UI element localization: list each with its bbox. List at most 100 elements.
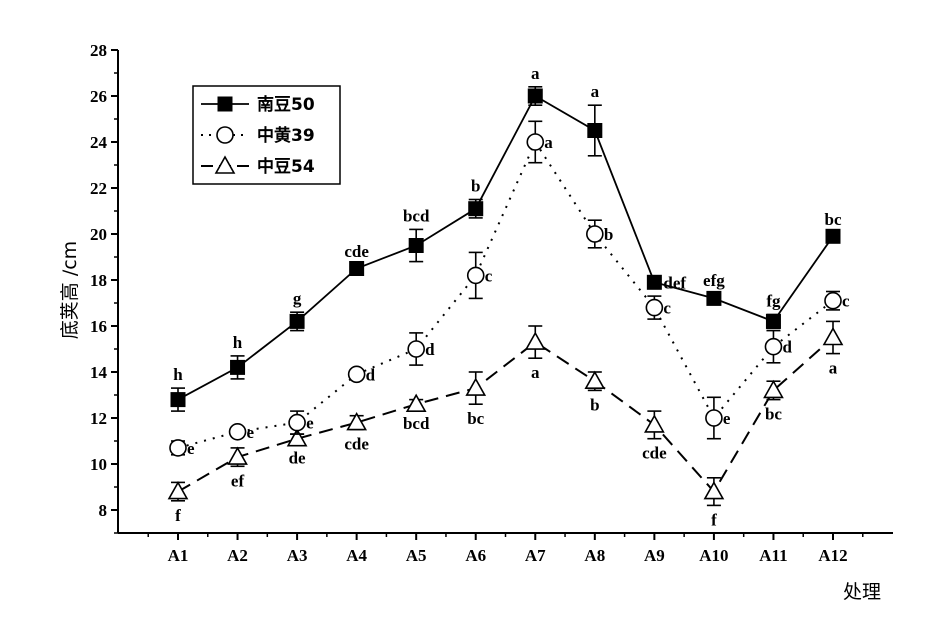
significance-label: f: [175, 506, 181, 525]
data-point: [286, 428, 308, 447]
data-point: [586, 225, 604, 243]
data-point: [466, 266, 485, 285]
x-tick-label: A10: [699, 546, 728, 565]
data-point: [228, 422, 247, 441]
data-point: [584, 370, 606, 390]
data-point: [468, 201, 484, 217]
series-line: [177, 139, 834, 449]
x-tick-label: A5: [406, 546, 427, 565]
x-tick-label: A12: [818, 546, 847, 565]
x-tick-label: A1: [168, 546, 189, 565]
significance-label: a: [829, 359, 838, 378]
y-tick-label: 18: [90, 271, 107, 290]
y-tick-label: 16: [90, 317, 107, 336]
data-point: [288, 413, 306, 432]
significance-label: d: [782, 338, 792, 357]
legend-label: 中黄39: [257, 125, 315, 146]
data-point: [527, 88, 543, 104]
data-point: [706, 290, 722, 306]
legend-marker: [214, 155, 236, 174]
data-point: [347, 365, 366, 384]
y-tick-label: 26: [90, 87, 107, 106]
y-tick-label: 12: [90, 409, 107, 428]
series-layer: [167, 86, 844, 507]
data-point: [822, 326, 844, 346]
significance-label: a: [531, 363, 540, 382]
data-point: [526, 133, 545, 151]
significance-label: c: [663, 299, 671, 318]
y-tick-label: 28: [90, 41, 107, 60]
data-point: [227, 446, 248, 465]
significance-label: ef: [231, 471, 245, 490]
data-point: [349, 261, 365, 276]
data-point: [289, 313, 305, 329]
data-point: [765, 313, 781, 329]
significance-label: b: [590, 395, 599, 414]
significance-label: e: [306, 414, 314, 433]
significance-label: c: [485, 266, 493, 285]
legend-label: 南豆50: [257, 94, 315, 115]
data-point: [825, 228, 841, 244]
y-tick-label: 14: [90, 363, 108, 382]
data-point: [764, 337, 783, 356]
x-tick-label: A8: [584, 546, 605, 565]
legend-marker: [217, 96, 233, 112]
significance-label: b: [604, 225, 613, 244]
x-tick-label: A11: [759, 546, 787, 565]
significance-label: cde: [344, 242, 369, 261]
significance-label: de: [289, 448, 306, 467]
y-tick-label: 10: [90, 455, 107, 474]
y-tick-label: 22: [90, 179, 107, 198]
significance-label: fg: [766, 292, 781, 311]
data-point: [646, 274, 662, 290]
data-point: [524, 331, 546, 350]
significance-label: a: [531, 64, 540, 83]
series-line: [177, 336, 834, 494]
x-tick-label: A2: [227, 546, 248, 565]
y-tick-label: 24: [90, 133, 108, 152]
data-point: [170, 392, 186, 408]
data-point: [587, 123, 603, 138]
significance-label: bc: [825, 210, 842, 229]
y-tick-label: 20: [90, 225, 107, 244]
legend-marker: [216, 126, 234, 144]
significance-label: e: [723, 409, 731, 428]
significance-label: efg: [703, 271, 725, 290]
data-point: [643, 414, 665, 433]
axes: 8 10 12 14 16 18 20 22 24 26 28 A1 A2 A3 A4 A5 A6 A7 A8 A9 A…: [90, 41, 893, 565]
x-axis-title: 处理: [843, 581, 881, 603]
legend: 南豆50 中黄39 中豆54: [192, 85, 341, 185]
data-point: [465, 377, 487, 396]
significance-label: b: [471, 177, 480, 196]
data-point: [645, 298, 664, 317]
significance-label: h: [233, 333, 243, 352]
data-point: [346, 411, 368, 431]
significance-label: d: [425, 340, 435, 359]
significance-label: h: [173, 365, 183, 384]
series-line: [177, 94, 834, 401]
x-tick-label: A9: [644, 546, 665, 565]
data-point: [763, 379, 784, 399]
data-point: [824, 291, 842, 310]
significance-label: bc: [467, 409, 484, 428]
significance-label: c: [842, 292, 850, 311]
significance-label: e: [187, 439, 195, 458]
significance-label: cde: [344, 435, 369, 454]
significance-label: e: [247, 423, 255, 442]
x-tick-label: A7: [525, 546, 546, 565]
significance-label: f: [711, 510, 717, 529]
y-tick-label: 8: [99, 501, 108, 520]
series-2: [169, 120, 842, 457]
series-3: [167, 320, 844, 507]
significance-label: a: [591, 82, 600, 101]
legend-label: 中豆54: [257, 156, 315, 177]
data-point: [705, 409, 723, 427]
x-tick-label: A3: [287, 546, 308, 565]
significance-label: def: [663, 273, 686, 292]
significance-label: bc: [765, 405, 782, 424]
y-axis-title: 底荚高 /cm: [59, 241, 81, 339]
data-point: [230, 359, 246, 375]
significance-label: g: [293, 289, 302, 308]
